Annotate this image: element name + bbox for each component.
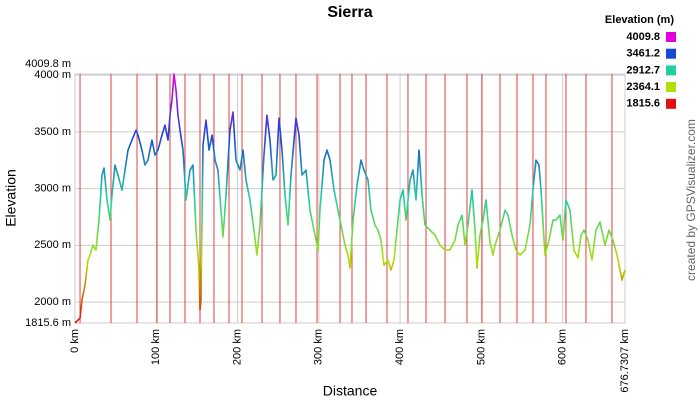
x-tick-label: 0 km bbox=[69, 329, 81, 353]
credit: created by GPSVisualizer.com bbox=[684, 119, 698, 281]
legend-label: 1815.6 bbox=[626, 98, 660, 110]
x-tick-label: 200 km bbox=[231, 329, 243, 365]
legend-title: Elevation (m) bbox=[605, 14, 674, 26]
x-tick-label: 100 km bbox=[150, 329, 162, 365]
y-tick-label: 3000 m bbox=[34, 182, 71, 194]
x-tick-label: 400 km bbox=[394, 329, 406, 365]
y-axis-title: Elevation bbox=[3, 169, 19, 227]
y-tick-label: 2500 m bbox=[34, 239, 71, 251]
y-tick-label: 1815.6 m bbox=[25, 317, 71, 329]
x-tick-label: 676.7307 km bbox=[619, 329, 631, 393]
y-tick-label: 4009.8 m bbox=[25, 58, 71, 70]
legend-swatch bbox=[666, 65, 676, 76]
y-tick-label: 2000 m bbox=[34, 296, 71, 308]
legend-swatch bbox=[666, 32, 676, 42]
y-tick-label: 3500 m bbox=[34, 126, 71, 138]
x-axis-title: Distance bbox=[323, 383, 378, 399]
chart-title: Sierra bbox=[327, 4, 372, 21]
y-tick-label: 4000 m bbox=[34, 69, 71, 81]
legend-label: 2912.7 bbox=[626, 64, 660, 76]
x-tick-label: 600 km bbox=[557, 329, 569, 365]
legend-label: 4009.8 bbox=[626, 31, 660, 43]
elevation-line bbox=[74, 73, 626, 324]
legend-swatch bbox=[666, 98, 676, 109]
legend-swatch bbox=[666, 82, 676, 93]
legend-label: 2364.1 bbox=[626, 81, 660, 93]
x-tick-label: 300 km bbox=[313, 329, 325, 365]
legend-label: 3461.2 bbox=[626, 48, 660, 60]
x-tick-label: 500 km bbox=[475, 329, 487, 365]
legend-swatch bbox=[666, 48, 676, 59]
